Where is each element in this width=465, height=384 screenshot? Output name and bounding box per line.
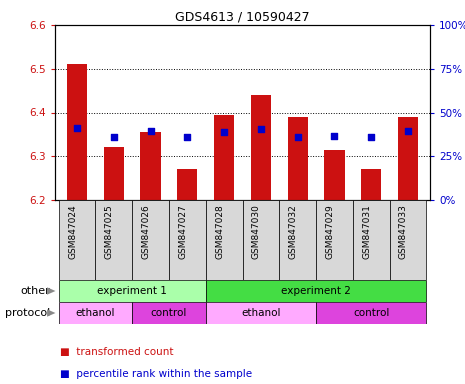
Bar <box>132 302 206 324</box>
Bar <box>59 200 95 280</box>
Point <box>184 134 191 140</box>
Text: GSM847032: GSM847032 <box>289 204 298 259</box>
Polygon shape <box>47 310 55 317</box>
Text: GSM847024: GSM847024 <box>68 204 77 259</box>
Point <box>257 126 265 132</box>
Text: ■  percentile rank within the sample: ■ percentile rank within the sample <box>60 369 252 379</box>
Text: experiment 1: experiment 1 <box>97 286 167 296</box>
Bar <box>398 117 418 200</box>
Point <box>110 134 118 140</box>
Text: GSM847033: GSM847033 <box>399 204 408 259</box>
Title: GDS4613 / 10590427: GDS4613 / 10590427 <box>175 11 310 24</box>
Bar <box>287 117 308 200</box>
Text: GSM847029: GSM847029 <box>326 204 334 259</box>
Bar <box>324 150 345 200</box>
Bar <box>243 200 279 280</box>
Bar <box>390 200 426 280</box>
Text: ethanol: ethanol <box>241 308 281 318</box>
Bar <box>279 200 316 280</box>
Bar <box>59 280 206 302</box>
Point <box>147 128 154 134</box>
Bar <box>95 200 132 280</box>
Polygon shape <box>47 287 55 295</box>
Bar <box>251 95 271 200</box>
Text: control: control <box>353 308 389 318</box>
Bar <box>361 169 381 200</box>
Bar <box>206 302 316 324</box>
Bar <box>206 200 243 280</box>
Point <box>294 134 301 140</box>
Text: GSM847030: GSM847030 <box>252 204 261 259</box>
Bar <box>177 169 198 200</box>
Point <box>331 132 338 139</box>
Point <box>367 134 375 140</box>
Text: experiment 2: experiment 2 <box>281 286 351 296</box>
Bar <box>169 200 206 280</box>
Bar <box>353 200 390 280</box>
Bar <box>59 302 132 324</box>
Point <box>404 128 412 134</box>
Bar <box>104 147 124 200</box>
Text: ■  transformed count: ■ transformed count <box>60 347 173 357</box>
Bar <box>206 280 426 302</box>
Text: control: control <box>151 308 187 318</box>
Text: other: other <box>20 286 50 296</box>
Point <box>220 129 228 135</box>
Point <box>73 125 81 131</box>
Bar <box>132 200 169 280</box>
Text: GSM847031: GSM847031 <box>362 204 371 259</box>
Bar <box>140 132 161 200</box>
Bar <box>316 200 353 280</box>
Text: ethanol: ethanol <box>76 308 115 318</box>
Bar <box>214 115 234 200</box>
Text: GSM847025: GSM847025 <box>105 204 114 259</box>
Bar <box>67 65 87 200</box>
Text: GSM847028: GSM847028 <box>215 204 224 259</box>
Text: GSM847027: GSM847027 <box>179 204 187 259</box>
Text: protocol: protocol <box>5 308 50 318</box>
Bar <box>316 302 426 324</box>
Text: GSM847026: GSM847026 <box>141 204 151 259</box>
